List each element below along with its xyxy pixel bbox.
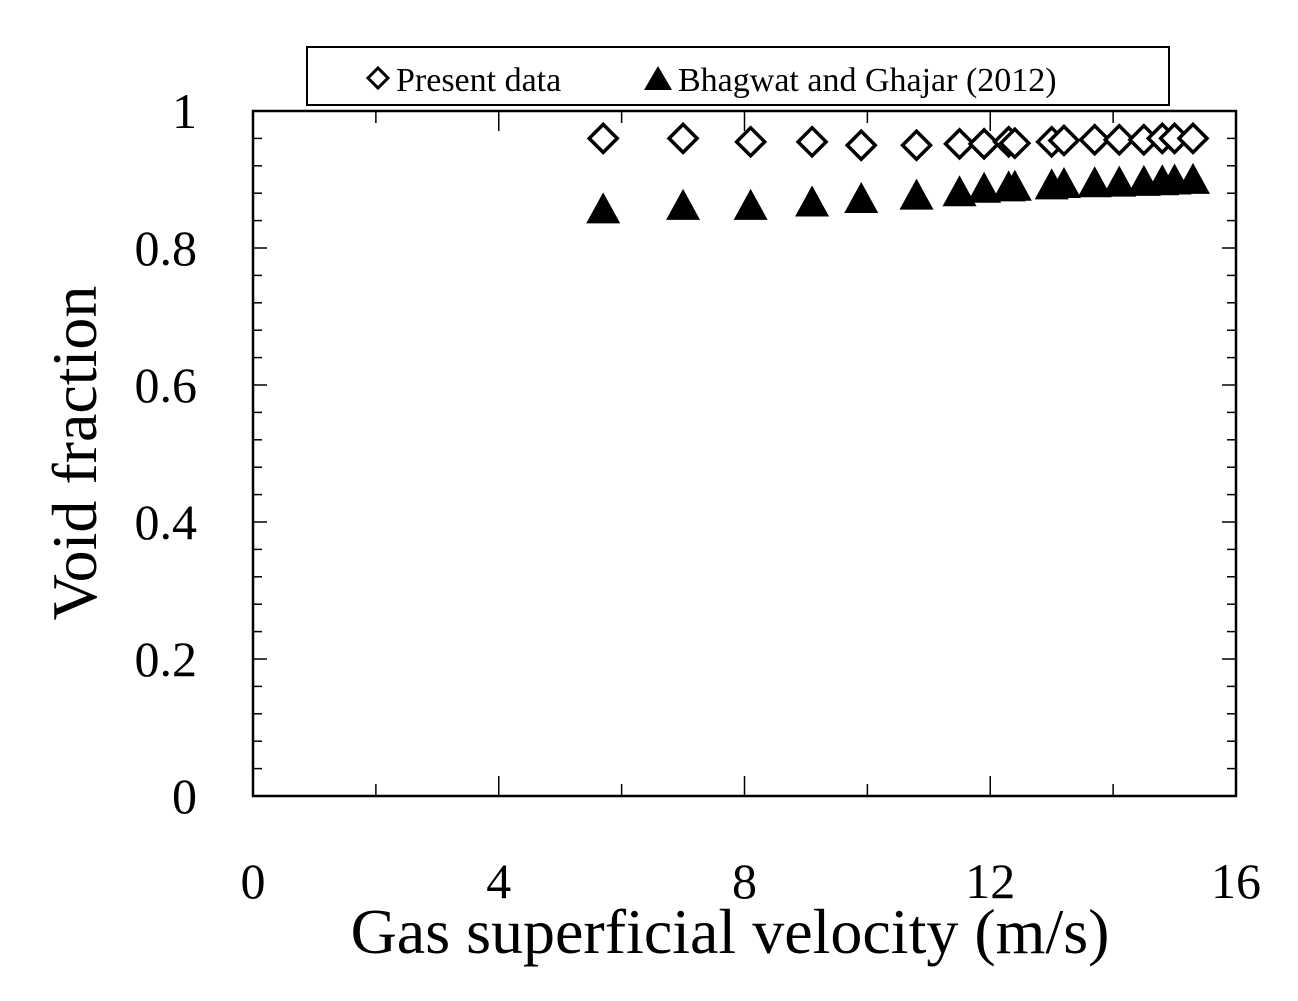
axis-ticks xyxy=(252,110,1237,797)
legend-label-bhagwat-ghajar: Bhagwat and Ghajar (2012) xyxy=(678,62,1057,99)
x-tick-label: 8 xyxy=(732,853,757,909)
y-tick-label: 1 xyxy=(172,83,197,139)
y-tick-label: 0.8 xyxy=(135,220,198,276)
legend-box xyxy=(306,46,1170,106)
data-point-present-data xyxy=(666,121,700,155)
data-point-present-data xyxy=(1047,123,1081,157)
plot-area xyxy=(251,109,1238,798)
data-point-bhagwat-ghajar xyxy=(666,188,701,220)
x-tick-label: 0 xyxy=(241,853,266,909)
data-point-present-data xyxy=(1176,121,1210,155)
data-markers xyxy=(586,121,1210,224)
axis-tick-labels: 0 4 8 12 16 0 0.2 0.4 0.6 0.8 1 xyxy=(135,83,1262,909)
data-point-bhagwat-ghajar xyxy=(1102,165,1137,197)
legend-label-present-data: Present data xyxy=(396,62,561,99)
data-point-present-data xyxy=(900,128,933,162)
x-tick-label: 4 xyxy=(486,853,511,909)
data-point-present-data xyxy=(1078,123,1112,157)
data-point-present-data xyxy=(844,128,878,162)
data-point-present-data xyxy=(967,127,1001,161)
x-tick-label: 12 xyxy=(965,853,1015,909)
x-axis-title: Gas superficial velocity (m/s) xyxy=(351,896,1110,967)
data-point-bhagwat-ghajar xyxy=(844,182,879,214)
x-tick-label: 16 xyxy=(1211,853,1261,909)
data-point-bhagwat-ghajar xyxy=(1175,162,1210,194)
data-point-bhagwat-ghajar xyxy=(586,192,621,224)
data-point-bhagwat-ghajar xyxy=(795,185,830,217)
data-point-present-data xyxy=(1102,123,1136,157)
y-tick-label: 0.6 xyxy=(135,357,198,413)
data-point-bhagwat-ghajar xyxy=(1046,166,1081,198)
data-point-present-data xyxy=(943,127,977,161)
legend-marker-present-data xyxy=(365,65,391,91)
data-point-present-data xyxy=(998,126,1032,160)
legend-marker-bhagwat-ghajar xyxy=(644,66,672,90)
data-point-bhagwat-ghajar xyxy=(899,178,934,210)
data-point-bhagwat-ghajar xyxy=(1077,166,1112,198)
data-point-bhagwat-ghajar xyxy=(967,171,1002,203)
y-axis-title: Void fraction xyxy=(39,286,110,621)
data-point-bhagwat-ghajar xyxy=(733,188,768,220)
data-point-present-data xyxy=(734,125,768,159)
data-point-present-data xyxy=(586,121,620,155)
data-point-bhagwat-ghajar xyxy=(997,169,1032,201)
data-point-bhagwat-ghajar xyxy=(942,175,977,207)
y-tick-label: 0.2 xyxy=(135,631,198,687)
data-point-present-data xyxy=(795,125,829,159)
y-tick-label: 0 xyxy=(172,768,197,824)
y-tick-label: 0.4 xyxy=(135,494,198,550)
